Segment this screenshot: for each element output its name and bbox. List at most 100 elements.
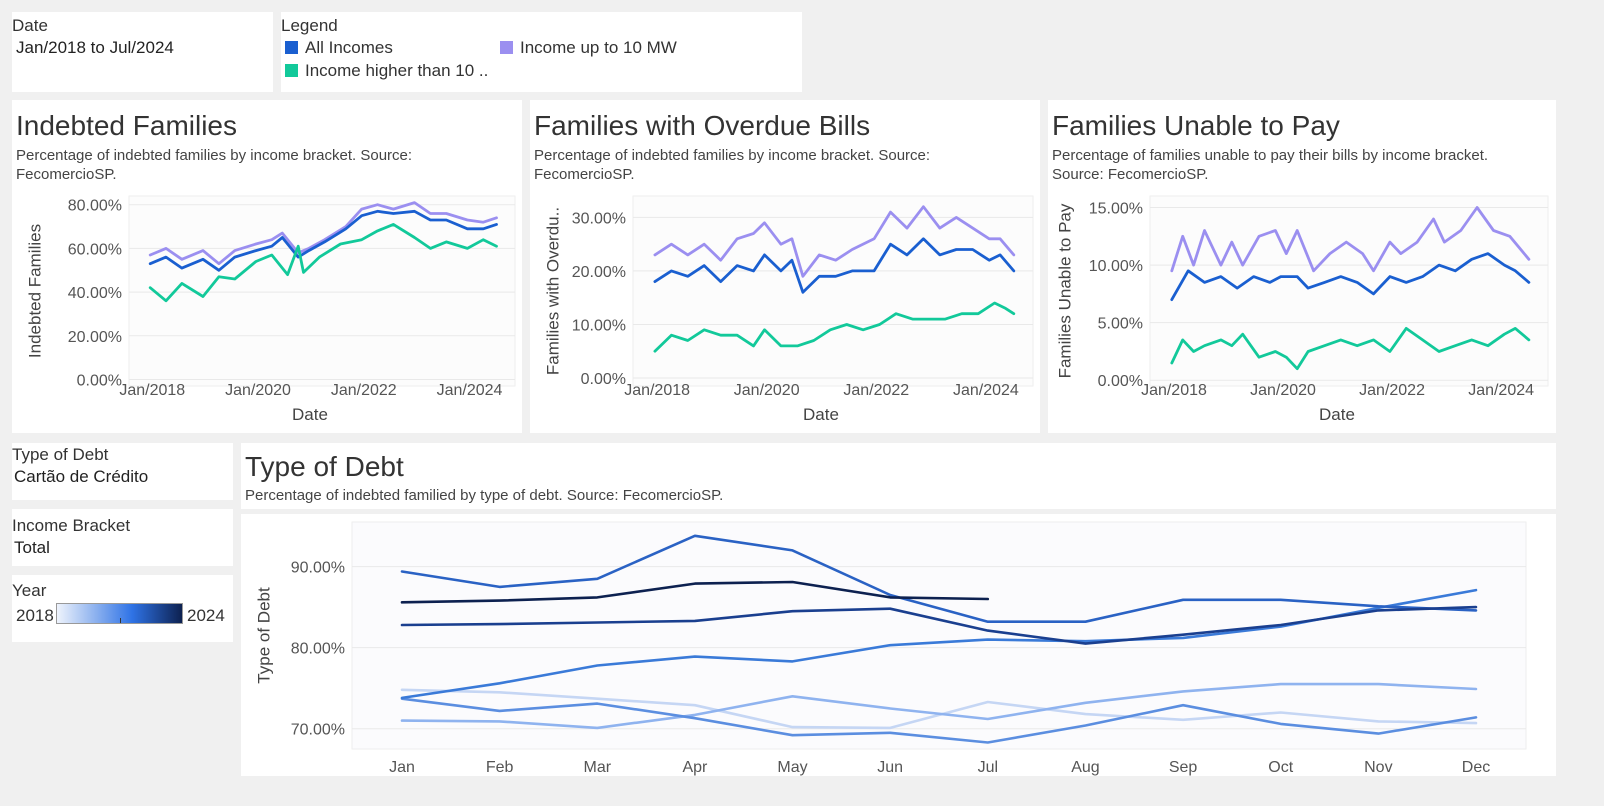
type-of-debt-filter-label: Type of Debt — [12, 445, 109, 464]
overdue-panel: Families with Overdue Bills Percentage o… — [530, 100, 1040, 433]
overdue-chart[interactable]: 0.00% 10.00% 20.00% 30.00% Jan/2018 Jan/2020 J… — [530, 188, 1040, 433]
y-tick-label: 60.00% — [68, 241, 122, 258]
x-tick-label: Jul — [978, 759, 998, 776]
year-gradient-marker — [120, 618, 121, 623]
series-line-income-up-to-10-mw[interactable] — [1170, 206, 1531, 273]
y-tick-label: 80.00% — [68, 198, 122, 215]
legend-swatch — [500, 41, 513, 54]
debt-header: Type of Debt Percentage of indebted fami… — [241, 443, 1556, 509]
y-axis-title: Families Unable to Pay — [1055, 203, 1074, 378]
y-axis-title: Families with Overdu.. — [543, 207, 562, 375]
series-line-2023[interactable] — [400, 605, 1478, 645]
series-line-income-higher-than-10[interactable] — [653, 301, 1016, 353]
x-tick-label: Jan/2022 — [331, 382, 397, 399]
indebted-chart[interactable]: 0.00% 20.00% 40.00% 60.00% 80.00% Jan/2018 Jan… — [12, 188, 522, 433]
plot-area — [351, 521, 1527, 750]
series-line-2022[interactable] — [400, 534, 1478, 623]
legend-label: All Incomes — [305, 38, 393, 57]
y-tick-label: 0.00% — [1098, 373, 1143, 390]
date-filter[interactable]: Date Jan/2018 to Jul/2024 — [12, 12, 273, 92]
y-tick-label: 10.00% — [572, 317, 626, 334]
legend-panel: Legend All Incomes Income up to 10 MW In… — [281, 12, 802, 92]
series-line-all-incomes[interactable] — [148, 209, 498, 272]
series-line-all-incomes[interactable] — [1170, 252, 1531, 301]
y-tick-label: 20.00% — [572, 264, 626, 281]
debt-chart[interactable]: 70.00% 80.00% 90.00% Jan Feb Mar Apr May Jun Jul A… — [241, 514, 1556, 776]
income-bracket-filter-value[interactable]: Total — [14, 538, 50, 557]
year-max-label: 2024 — [187, 606, 225, 625]
y-tick-label: 30.00% — [572, 210, 626, 227]
x-tick-label: Jun — [877, 759, 903, 776]
series-line-all-incomes[interactable] — [653, 237, 1016, 294]
legend-item-up-to-10[interactable]: Income up to 10 MW — [500, 38, 677, 58]
unable-subtitle-line1: Percentage of families unable to pay the… — [1052, 147, 1489, 164]
y-tick-label: 15.00% — [1089, 201, 1143, 218]
y-tick-label: 90.00% — [291, 560, 345, 577]
series-line-income-higher-than-10[interactable] — [1170, 326, 1531, 371]
y-axis-title: Indebted Families — [25, 224, 44, 358]
overdue-subtitle-line2: FecomercioSP. — [534, 166, 635, 183]
x-tick-label: Sep — [1169, 759, 1198, 776]
overdue-title: Families with Overdue Bills — [534, 110, 871, 141]
x-tick-label: Dec — [1462, 759, 1490, 776]
year-gradient-bar[interactable] — [56, 603, 183, 624]
y-tick-label: 0.00% — [77, 372, 122, 389]
y-tick-label: 10.00% — [1089, 258, 1143, 275]
x-tick-label: Jan/2018 — [119, 382, 185, 399]
y-tick-label: 80.00% — [291, 641, 345, 658]
income-bracket-filter[interactable]: Income Bracket Total — [12, 509, 233, 566]
legend-label: Income higher than 10 .. — [305, 61, 489, 80]
x-tick-label: Jan/2024 — [437, 382, 503, 399]
x-tick-label: Nov — [1364, 759, 1392, 776]
x-tick-label: Jan/2018 — [624, 382, 690, 399]
debt-chart-panel: 70.00% 80.00% 90.00% Jan Feb Mar Apr May Jun Jul A… — [241, 514, 1556, 776]
legend-swatch — [285, 41, 298, 54]
year-filter-label: Year — [12, 581, 47, 600]
type-of-debt-filter-value[interactable]: Cartão de Crédito — [14, 467, 149, 486]
legend-title: Legend — [281, 16, 338, 35]
plot-area — [1149, 195, 1549, 387]
unable-title: Families Unable to Pay — [1052, 110, 1340, 141]
series-line-income-higher-than-10[interactable] — [148, 223, 498, 303]
x-axis-title: Date — [292, 405, 328, 424]
legend-item-higher-10[interactable]: Income higher than 10 .. — [285, 61, 488, 81]
series-line-2024[interactable] — [400, 580, 990, 604]
series-line-2020[interactable] — [400, 697, 1478, 744]
y-tick-label: 5.00% — [1098, 316, 1143, 333]
x-tick-label: Jan — [389, 759, 415, 776]
overdue-subtitle: Percentage of indebted families by incom… — [534, 146, 930, 184]
x-tick-label: Jan/2024 — [1468, 382, 1534, 399]
debt-subtitle: Percentage of indebted familied by type … — [245, 487, 724, 504]
y-axis-title: Type of Debt — [254, 587, 273, 684]
x-tick-label: Jan/2018 — [1141, 382, 1207, 399]
overdue-subtitle-line1: Percentage of indebted families by incom… — [534, 147, 931, 164]
x-tick-label: Jan/2020 — [225, 382, 291, 399]
x-tick-label: Mar — [583, 759, 611, 776]
legend-item-all-incomes[interactable]: All Incomes — [285, 38, 393, 58]
type-of-debt-filter[interactable]: Type of Debt Cartão de Crédito — [12, 443, 233, 500]
x-tick-label: Jan/2022 — [1359, 382, 1425, 399]
indebted-subtitle: Percentage of indebted families by incom… — [16, 146, 412, 184]
indebted-subtitle-line2: FecomercioSP. — [16, 166, 117, 183]
income-bracket-filter-label: Income Bracket — [12, 516, 131, 535]
series-line-income-up-to-10-mw[interactable] — [148, 201, 498, 266]
x-tick-label: Feb — [486, 759, 514, 776]
year-filter[interactable]: Year 2018 2024 — [12, 575, 233, 642]
x-tick-label: Jan/2024 — [953, 382, 1019, 399]
x-tick-label: Oct — [1268, 759, 1293, 776]
unable-subtitle-line2: Source: FecomercioSP. — [1052, 166, 1209, 183]
unable-subtitle: Percentage of families unable to pay the… — [1052, 146, 1488, 184]
series-line-2019[interactable] — [400, 682, 1478, 730]
unable-panel: Families Unable to Pay Percentage of fam… — [1048, 100, 1556, 433]
indebted-panel: Indebted Families Percentage of indebted… — [12, 100, 522, 433]
y-tick-label: 40.00% — [68, 285, 122, 302]
unable-chart[interactable]: 0.00% 5.00% 10.00% 15.00% Jan/2018 Jan/2020 Ja… — [1048, 188, 1556, 433]
date-filter-label: Date — [12, 16, 48, 35]
x-axis-title: Date — [1319, 405, 1355, 424]
series-line-income-up-to-10-mw[interactable] — [653, 205, 1016, 278]
x-tick-label: Jan/2022 — [843, 382, 909, 399]
x-tick-label: Jan/2020 — [1250, 382, 1316, 399]
date-filter-value[interactable]: Jan/2018 to Jul/2024 — [16, 38, 174, 57]
year-min-label: 2018 — [16, 606, 54, 625]
indebted-title: Indebted Families — [16, 110, 238, 141]
